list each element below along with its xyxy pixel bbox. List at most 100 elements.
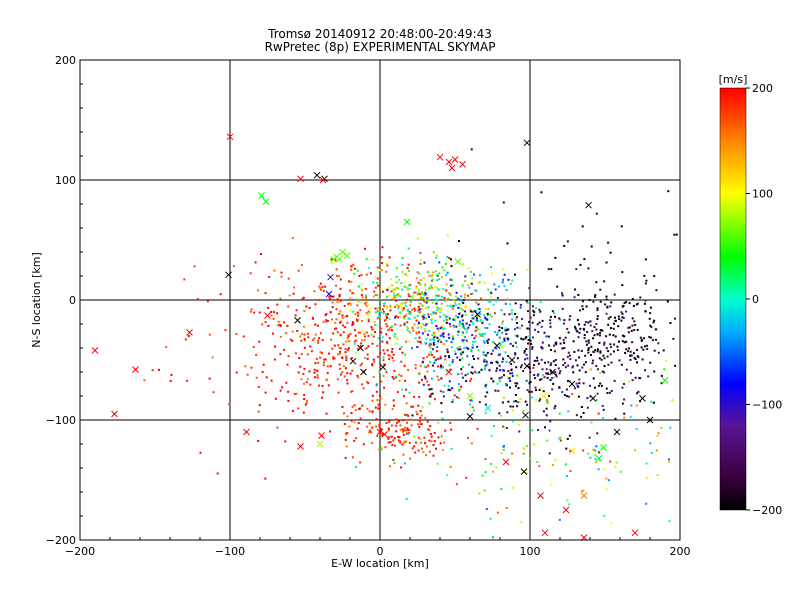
- echo-point: [462, 302, 465, 304]
- echo-point: [477, 282, 480, 285]
- echo-point: [465, 322, 468, 325]
- echo-point: [288, 294, 291, 297]
- echo-point: [558, 317, 561, 320]
- echo-point: [505, 333, 508, 335]
- echo-point: [587, 339, 590, 342]
- echo-point: [580, 350, 583, 352]
- echo-point: [274, 397, 277, 400]
- echo-point: [305, 402, 308, 405]
- echo-point: [540, 325, 543, 328]
- echo-point: [478, 332, 481, 335]
- echo-point: [472, 409, 475, 412]
- echo-point: [528, 365, 531, 368]
- echo-point: [543, 376, 546, 379]
- echo-point: [567, 410, 570, 413]
- echo-point: [376, 355, 379, 358]
- echo-point: [460, 322, 463, 325]
- echo-point: [537, 429, 539, 431]
- cross-marker: [508, 356, 516, 364]
- echo-point: [610, 390, 613, 392]
- echo-point: [397, 287, 400, 290]
- echo-point: [430, 353, 433, 356]
- echo-point: [370, 333, 373, 336]
- echo-point: [413, 307, 416, 310]
- echo-point: [646, 344, 648, 347]
- echo-point: [381, 308, 384, 311]
- echo-point: [603, 514, 606, 517]
- echo-point: [590, 421, 593, 424]
- echo-point: [383, 363, 386, 366]
- echo-point: [549, 322, 552, 325]
- echo-point: [625, 348, 628, 351]
- echo-point: [461, 309, 464, 312]
- echo-point: [389, 278, 392, 281]
- echo-point: [623, 412, 626, 415]
- echo-point: [303, 398, 306, 400]
- echo-point: [484, 403, 487, 406]
- echo-point: [479, 319, 482, 322]
- echo-point: [641, 358, 644, 361]
- echo-point: [452, 324, 455, 327]
- echo-point: [448, 322, 451, 325]
- echo-point: [414, 309, 417, 312]
- echo-point: [587, 347, 590, 350]
- echo-point: [440, 309, 443, 312]
- echo-point: [400, 466, 403, 469]
- echo-point: [372, 295, 375, 298]
- echo-point: [513, 400, 515, 403]
- echo-point: [506, 376, 509, 378]
- echo-point: [553, 350, 556, 353]
- echo-point: [428, 329, 431, 332]
- echo-point: [590, 354, 592, 356]
- echo-point: [550, 483, 553, 486]
- echo-point: [345, 359, 348, 362]
- echo-point: [436, 462, 439, 465]
- echo-point: [616, 345, 619, 348]
- echo-point: [449, 465, 452, 468]
- echo-point: [489, 517, 492, 520]
- echo-point: [332, 295, 335, 298]
- cross-marker: [585, 201, 592, 209]
- echo-point: [400, 346, 403, 349]
- echo-point: [409, 311, 412, 314]
- echo-point: [420, 342, 423, 345]
- echo-point: [270, 310, 273, 313]
- echo-point: [530, 343, 533, 345]
- echo-point: [428, 342, 431, 345]
- echo-point: [400, 374, 403, 377]
- echo-point: [375, 276, 378, 278]
- echo-point: [365, 312, 368, 315]
- echo-point: [541, 347, 544, 349]
- echo-point: [598, 357, 601, 360]
- echo-point: [280, 271, 283, 274]
- echo-point: [438, 309, 441, 312]
- echo-point: [397, 316, 399, 319]
- echo-point: [675, 233, 678, 236]
- echo-point: [561, 292, 563, 295]
- echo-point: [434, 398, 436, 401]
- echo-point: [667, 190, 670, 193]
- echo-point: [542, 374, 545, 377]
- echo-point: [382, 310, 385, 313]
- echo-point: [466, 328, 469, 331]
- echo-point: [380, 428, 383, 431]
- echo-point: [549, 379, 552, 381]
- echo-point: [464, 280, 467, 283]
- echo-point: [349, 309, 352, 312]
- echo-point: [360, 294, 363, 297]
- echo-point: [433, 361, 436, 364]
- echo-point: [482, 340, 485, 342]
- echo-point: [371, 394, 374, 397]
- echo-point: [492, 536, 494, 539]
- cross-marker: [357, 344, 364, 352]
- echo-point: [524, 337, 527, 340]
- echo-point: [645, 279, 648, 282]
- echo-point: [427, 333, 429, 336]
- echo-point: [442, 327, 445, 330]
- echo-point: [504, 302, 507, 305]
- echo-point: [504, 383, 507, 385]
- echo-point: [306, 399, 308, 402]
- cross-marker: [568, 447, 576, 455]
- echo-point: [339, 373, 342, 376]
- x-tick-label: −200: [65, 545, 95, 558]
